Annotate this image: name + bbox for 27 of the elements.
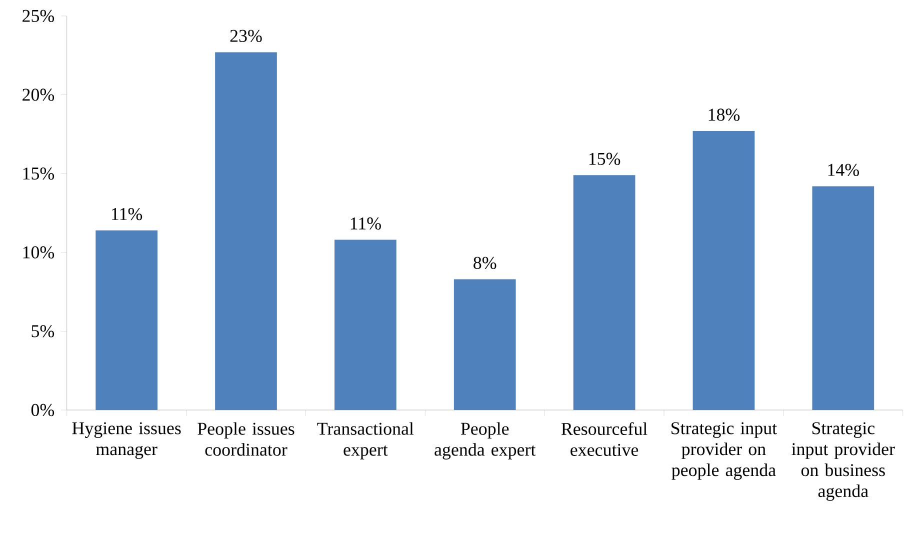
data-label: 11% [112,208,142,220]
bar [334,240,396,410]
bar [96,230,158,410]
x-tick-label: Resourceful executive [561,422,648,456]
data-label: 15% [589,152,620,166]
y-tick-label: 10% [23,246,54,259]
bar [812,186,874,410]
y-tick-label: 15% [23,168,54,180]
bar [692,131,755,410]
data-label: 8% [474,256,496,270]
x-tick-label: Hygiene issues manager [72,422,181,460]
data-label: 14% [828,164,859,176]
bar [573,175,636,410]
bar [454,279,516,410]
y-tick-label: 25% [22,10,54,22]
data-label: 11% [350,218,381,230]
x-tick-label: Transactional expert [317,422,414,460]
x-tick-label: Strategic input provider on people agenda [672,422,777,480]
data-label: 23% [230,30,262,42]
x-tick-label: People agenda expert [434,422,536,460]
x-tick-label: Strategic input provider on business agenda [792,422,895,501]
y-tick-label: 5% [32,325,54,338]
x-tick-label: People issues coordinator [198,422,294,456]
y-tick-label: 0% [31,404,54,416]
bar [215,52,277,410]
y-tick-label: 20% [22,88,54,101]
data-label: 18% [708,108,740,121]
